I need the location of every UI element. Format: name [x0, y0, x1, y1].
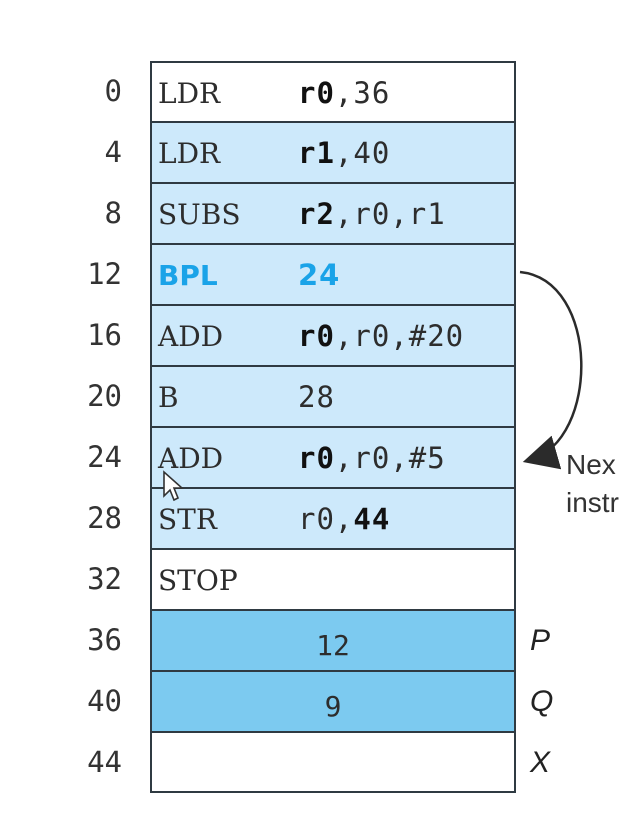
- instruction-cell: STR r0,44: [150, 488, 516, 549]
- operand: r0,36: [298, 63, 390, 124]
- operand-rest: ,r0,#20: [334, 319, 465, 353]
- instruction-cell: ADD r0,r0,#20: [150, 305, 516, 366]
- opcode: BPL: [158, 259, 218, 292]
- instruction-cell: SUBS r2,r0,r1: [150, 183, 516, 244]
- address-label: 28: [87, 501, 122, 535]
- branch-note-line1: Nex: [566, 449, 616, 480]
- opcode: LDR: [158, 77, 221, 110]
- operand: r0,r0,#5: [298, 428, 446, 489]
- opcode: SUBS: [158, 198, 241, 231]
- opcode: ADD: [158, 320, 224, 353]
- variable-label: Q: [530, 685, 554, 718]
- operand-bold: 24: [298, 258, 341, 292]
- operand-bold: r0: [298, 441, 335, 475]
- address-label: 40: [87, 684, 122, 718]
- address-label: 0: [104, 74, 122, 108]
- operand-bold: r0: [298, 76, 335, 110]
- instruction-cell: BPL 24: [150, 244, 516, 305]
- data-cell: 12: [150, 610, 516, 671]
- operand: 28: [298, 367, 335, 428]
- operand-bold: 44: [353, 502, 391, 536]
- instruction-cell: LDR r0,36: [150, 61, 516, 122]
- address-label: 36: [87, 623, 122, 657]
- instruction-cell: ADD r0,r0,#5: [150, 427, 516, 488]
- opcode: LDR: [158, 137, 221, 170]
- variable-label: X: [530, 746, 551, 779]
- operand-rest: ,40: [334, 136, 391, 170]
- operand-prefix: r0,: [298, 502, 354, 536]
- data-cell: 9: [150, 671, 516, 732]
- mouse-cursor-icon: [163, 470, 184, 502]
- operand-rest: ,36: [334, 76, 391, 110]
- branch-note-line2: instr: [566, 487, 619, 518]
- operand: r0,r0,#20: [298, 306, 464, 367]
- operand-rest: ,r0,r1: [334, 197, 446, 231]
- operand: r2,r0,r1: [298, 184, 446, 245]
- opcode: STOP: [158, 564, 238, 597]
- operand-bold: r2: [298, 197, 335, 231]
- operand-rest: 28: [298, 380, 335, 414]
- opcode: ADD: [158, 442, 224, 475]
- operand: r1,40: [298, 123, 390, 184]
- address-label: 24: [87, 440, 122, 474]
- instruction-cell: STOP: [150, 549, 516, 610]
- instruction-cell: LDR r1,40: [150, 122, 516, 183]
- address-label: 44: [87, 745, 122, 779]
- branch-note: Nex instr: [566, 446, 619, 522]
- opcode: B: [158, 381, 179, 414]
- operand: r0,44: [298, 489, 390, 550]
- address-label: 32: [87, 562, 122, 596]
- operand-bold: r0: [298, 319, 335, 353]
- data-cell: [150, 732, 516, 793]
- address-label: 12: [87, 257, 122, 291]
- operand-rest: ,r0,#5: [334, 441, 446, 475]
- address-label: 8: [104, 196, 122, 230]
- operand: 24: [298, 245, 340, 306]
- opcode: STR: [158, 503, 217, 536]
- memory-value: 9: [324, 690, 342, 723]
- memory-value: 12: [316, 629, 350, 662]
- address-label: 16: [87, 318, 122, 352]
- address-label: 4: [104, 135, 122, 169]
- operand-bold: r1: [298, 136, 335, 170]
- address-label: 20: [87, 379, 122, 413]
- instruction-cell: B 28: [150, 366, 516, 427]
- variable-label: P: [530, 624, 551, 657]
